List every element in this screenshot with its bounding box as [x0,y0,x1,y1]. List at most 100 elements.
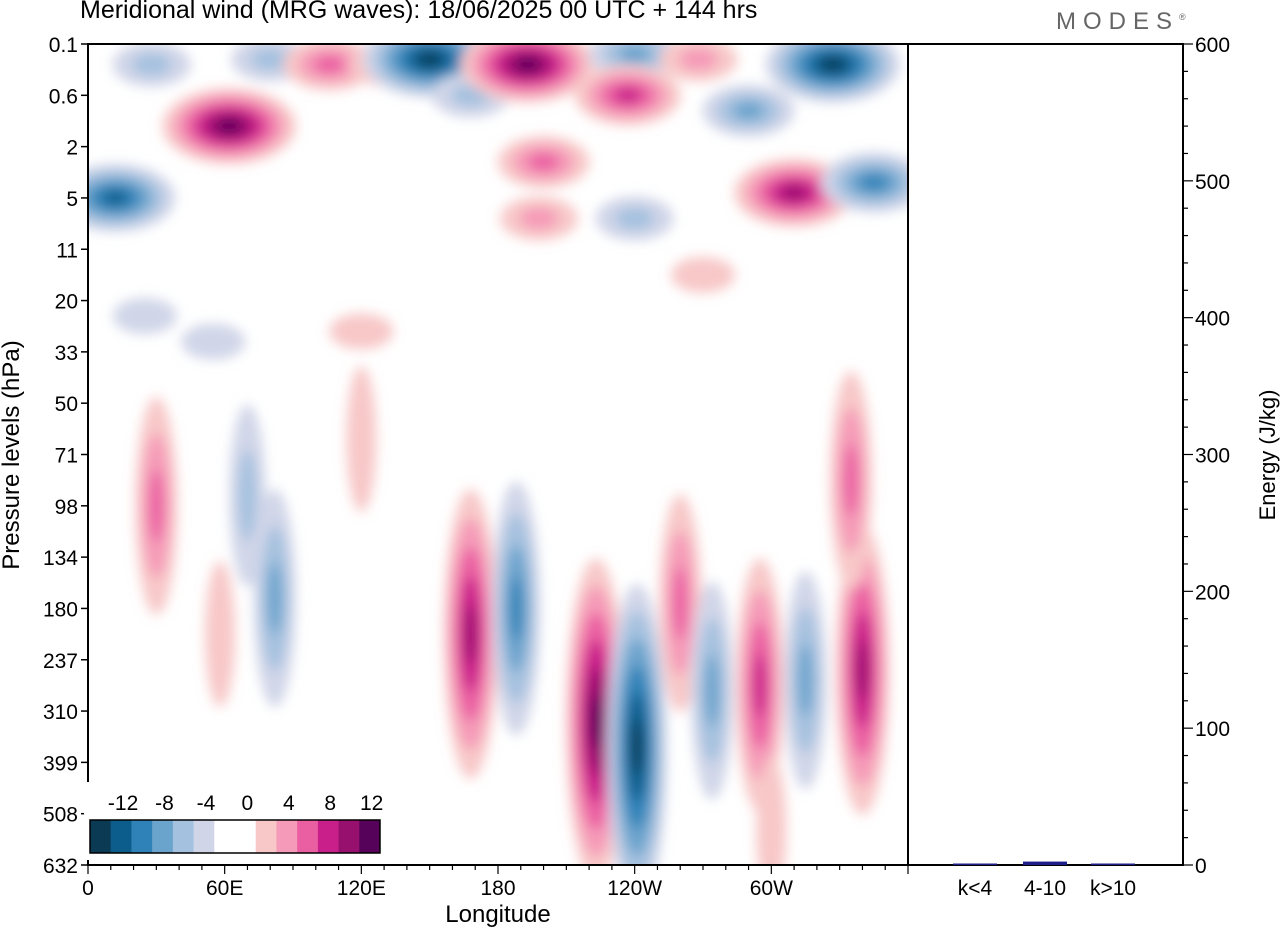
field-feature [112,44,191,87]
pressure-tick-label: 71 [55,445,78,468]
field-feature [659,494,702,713]
colorbar-swatch [214,820,236,853]
colorbar-label: -8 [155,792,174,815]
field-feature [735,558,784,813]
field-feature [181,323,246,360]
field-feature [112,297,177,334]
colorbar-swatch [338,820,360,853]
pressure-tick-label: 20 [55,291,78,314]
field-feature [346,366,377,513]
field-feature [830,371,873,590]
field-feature [88,163,176,232]
modes-logo: MODES® [1056,8,1186,36]
pressure-tick-label: 0.1 [49,34,78,57]
pressure-tick-label: 399 [43,752,78,775]
y-axis-label: Pressure levels (hPa) [0,340,25,569]
colorbar-label: -4 [197,792,216,815]
longitude-tick-label: 180 [480,877,515,900]
pressure-tick-label: 180 [43,598,78,621]
field-feature [784,571,827,790]
energy-category-label: k>10 [1090,877,1136,900]
chart-title: Meridional wind (MRG waves): 18/06/2025 … [80,0,758,24]
field-feature [229,404,266,587]
brand-text: MODES [1056,8,1180,35]
energy-category-label: 4-10 [1024,877,1066,900]
energy-tick-label: 400 [1195,308,1230,331]
energy-tick-label: 200 [1195,581,1230,604]
energy-category-label: k<4 [958,877,993,900]
field-feature [756,756,787,865]
pressure-tick-label: 2 [66,137,78,160]
field-feature [460,44,595,103]
longitude-tick-label: 0 [82,877,94,900]
field-feature [671,256,735,293]
field-feature [162,88,297,165]
colorbar-swatch [90,820,112,853]
colorbar-swatch [317,820,339,853]
colorbar-label: 12 [360,792,383,815]
field-feature [595,196,674,241]
longitude-axis: 0 60E 120E 180 120W 60W [82,865,909,900]
energy-axis-label: Energy (J/kg) [1255,390,1280,521]
colorbar: -12 -8 -4 0 4 8 12 [84,782,386,860]
field-feature [765,44,900,103]
field-feature [606,584,667,865]
colorbar-swatch [193,820,215,853]
pressure-tick-label: 11 [56,239,78,262]
pressure-tick-label: 310 [43,701,78,724]
field-feature [659,44,738,82]
colorbar-label: 8 [324,792,336,815]
field-feature [574,65,681,126]
energy-tick-label: 0 [1195,855,1207,878]
brand-mark: ® [1179,12,1186,22]
wind-field [88,44,908,865]
energy-tick-label: 500 [1195,171,1230,194]
pressure-tick-label: 50 [55,393,78,416]
field-feature [492,481,541,736]
colorbar-swatch [110,820,132,853]
field-feature [205,561,236,708]
colorbar-swatch [131,820,153,853]
colorbar-swatch [172,820,194,853]
pressure-tick-label: 237 [43,650,78,673]
field-feature [443,489,498,780]
field-feature [253,489,296,708]
field-feature [135,396,178,615]
colorbar-label: 0 [242,792,254,815]
longitude-tick-label: 60E [206,877,243,900]
colorbar-label: 4 [283,792,295,815]
energy-axis: 0 100 200 300 400 500 600 [1183,34,1230,878]
field-feature [329,313,394,350]
colorbar-label: -12 [108,792,138,815]
energy-frame [907,43,1184,866]
field-feature [835,525,890,816]
energy-bar [1023,861,1067,865]
field-feature [500,196,578,241]
field-feature [691,581,734,800]
pressure-tick-label: 0.6 [49,85,78,108]
field-feature [565,558,626,865]
pressure-tick-label: 134 [43,547,78,570]
x-axis-label: Longitude [445,901,550,928]
energy-tick-label: 100 [1195,718,1230,741]
colorbar-swatch [276,820,298,853]
energy-tick-label: 300 [1195,445,1230,468]
energy-bars: k<4 4-10 k>10 [953,861,1136,900]
pressure-tick-label: 632 [43,855,78,878]
pressure-tick-label: 98 [55,496,78,519]
pressure-tick-label: 5 [66,188,78,211]
pressure-tick-label: 508 [43,804,78,827]
pressure-tick-label: 33 [55,342,78,365]
longitude-tick-label: 120W [607,877,662,900]
pressure-axis: 0.1 0.6 2 5 11 20 33 50 71 98 134 180 237 310 399 508 63… [43,34,88,878]
field-feature [283,44,376,91]
energy-tick-label: 600 [1195,34,1230,57]
longitude-tick-label: 120E [337,877,386,900]
energy-bar [953,863,997,865]
field-feature [820,152,908,213]
field-feature [702,84,795,137]
colorbar-swatch [255,820,277,853]
colorbar-swatch [359,820,381,853]
field-feature [497,136,590,189]
